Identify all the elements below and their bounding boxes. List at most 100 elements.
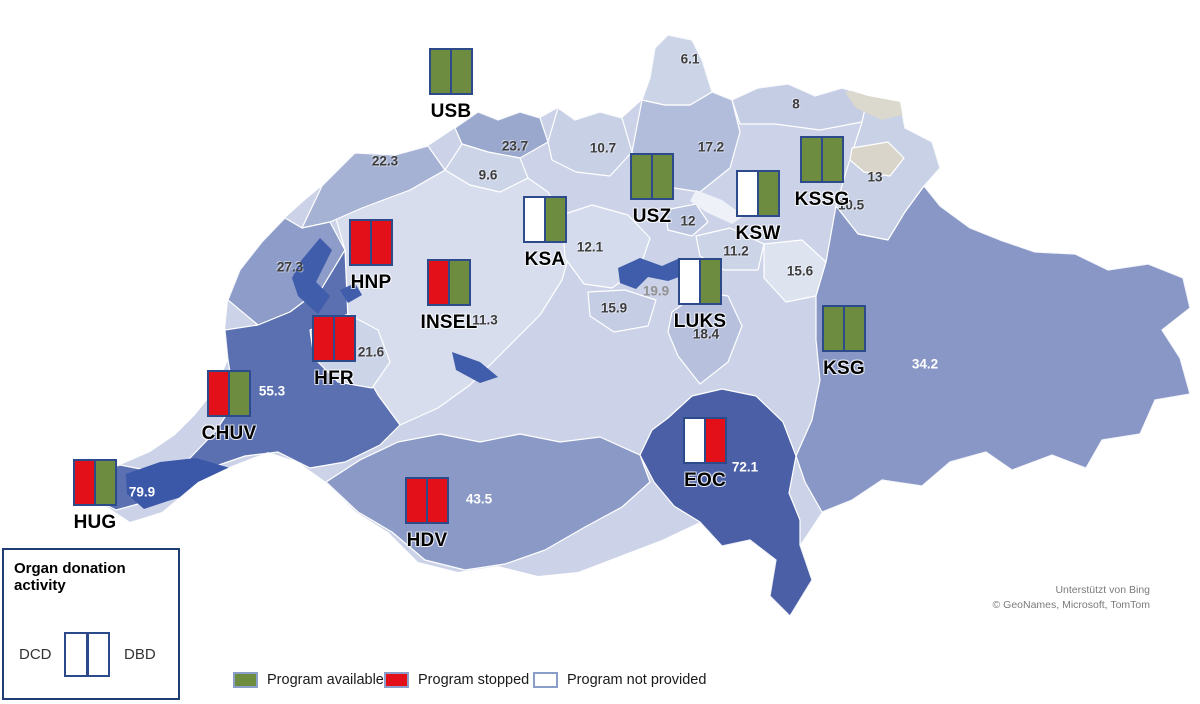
lake-thun (452, 352, 498, 383)
region-value-15-6: 15.6 (786, 263, 814, 279)
dcd-stopped-half (75, 461, 94, 504)
hospital-marker-usb[interactable] (429, 48, 473, 95)
hospital-marker-hdv[interactable] (405, 477, 449, 524)
dcd-label: DCD (19, 646, 52, 663)
region-value-22-3: 22.3 (371, 153, 399, 169)
region-value-11-2: 11.2 (723, 243, 749, 259)
hospital-label-hdv: HDV (406, 530, 448, 551)
dcd-not-provided-half (738, 172, 757, 215)
hospital-marker-hnp[interactable] (349, 219, 393, 266)
region-value-34-2: 34.2 (911, 356, 939, 372)
hospital-label-hug: HUG (73, 512, 117, 533)
hospital-marker-hfr[interactable] (312, 315, 356, 362)
region-value-55-3: 55.3 (258, 383, 286, 399)
dbd-stopped-half (335, 317, 354, 360)
dcd-stopped-half (314, 317, 333, 360)
map-region-graubunden (795, 185, 1190, 513)
hospital-marker-ksg[interactable] (822, 305, 866, 352)
dbd-stopped-half (706, 419, 725, 462)
dbd-available-half (653, 155, 672, 198)
dbd-stopped-half (428, 479, 447, 522)
hospital-label-hnp: HNP (350, 272, 392, 293)
map-region-zug (664, 203, 709, 237)
hospital-marker-ksw[interactable] (736, 170, 780, 217)
region-value-18-4: 18.4 (692, 326, 720, 342)
hospital-label-ksa: KSA (524, 249, 566, 270)
region-value-79-9: 79.9 (128, 484, 156, 500)
map-region-jura (301, 145, 446, 229)
hospital-label-eoc: EOC (684, 470, 726, 491)
dbd-available-half (845, 307, 864, 350)
map-attribution: Unterstützt von Bing © GeoNames, Microso… (993, 583, 1151, 613)
dbd-available-half (230, 372, 249, 415)
region-value-17-2: 17.2 (697, 139, 725, 155)
attribution-line2: © GeoNames, Microsoft, TomTom (992, 599, 1151, 611)
hospital-label-usb: USB (430, 101, 472, 122)
region-value-21-6: 21.6 (357, 344, 385, 360)
lake-morat (340, 283, 362, 303)
region-value-12: 12 (680, 213, 696, 229)
map-region-valais (325, 433, 651, 571)
hospital-marker-insel[interactable] (427, 259, 471, 306)
map-region-aargau (547, 107, 633, 177)
region-value-27-3: 27.3 (276, 259, 304, 275)
hospital-label-chuv: CHUV (201, 423, 257, 444)
region-value-23-7: 23.7 (501, 138, 529, 154)
dbd-available-half (450, 261, 469, 304)
hospital-marker-kssg[interactable] (800, 136, 844, 183)
dbd-sample-half (88, 634, 108, 675)
region-value-72-1: 72.1 (731, 459, 759, 475)
region-value-8: 8 (792, 96, 800, 112)
dcd-available-half (802, 138, 821, 181)
hospital-label-kssg: KSSG (794, 189, 850, 210)
hospital-marker-eoc[interactable] (683, 417, 727, 464)
hospital-marker-usz[interactable] (630, 153, 674, 200)
dbd-available-half (96, 461, 115, 504)
dbd-available-half (546, 198, 565, 241)
dbd-stopped-half (372, 221, 391, 264)
dcd-sample-half (66, 634, 86, 675)
legend-title: Organ donation activity (14, 560, 126, 594)
lake-lucerne (618, 258, 690, 289)
region-value-13: 13 (867, 169, 883, 185)
map-region-solothurn (444, 143, 529, 193)
dbd-label: DBD (124, 646, 156, 663)
lake-neuchatel (292, 238, 332, 314)
dbd-available-half (701, 260, 720, 303)
region-value-43-5: 43.5 (465, 491, 493, 507)
hospital-label-ksw: KSW (735, 223, 781, 244)
hospital-marker-chuv[interactable] (207, 370, 251, 417)
dcd-dbd-sample-box (64, 632, 110, 677)
hospital-label-hfr: HFR (314, 368, 354, 389)
region-value-9-6: 9.6 (478, 167, 498, 183)
region-value-10-7: 10.7 (589, 140, 617, 156)
region-value-11-3: 11.3 (472, 312, 498, 328)
map-region-appenzell (849, 141, 905, 177)
dcd-stopped-half (407, 479, 426, 522)
dcd-stopped-half (429, 261, 448, 304)
dcd-available-half (824, 307, 843, 350)
dcd-not-provided-half (680, 260, 699, 303)
dcd-available-half (431, 50, 450, 93)
hospital-marker-hug[interactable] (73, 459, 117, 506)
region-value-10-5: 10.5 (837, 197, 865, 213)
hospital-label-insel: INSEL (420, 312, 478, 333)
region-value-12-1: 12.1 (576, 239, 604, 255)
dcd-not-provided-half (685, 419, 704, 462)
hospital-label-ksg: KSG (823, 358, 865, 379)
dcd-stopped-half (351, 221, 370, 264)
region-value-15-9: 15.9 (600, 300, 628, 316)
dbd-available-half (759, 172, 778, 215)
lake-zurich (690, 190, 744, 224)
hospital-label-luks: LUKS (673, 311, 727, 332)
attribution-line1: Unterstützt von Bing (1055, 584, 1150, 596)
dcd-available-half (632, 155, 651, 198)
hospital-label-usz: USZ (632, 206, 672, 227)
map-region-schaffhausen (641, 35, 713, 106)
hospital-marker-luks[interactable] (678, 258, 722, 305)
map-region-obwalden (587, 289, 657, 333)
dbd-available-half (452, 50, 471, 93)
hospital-marker-ksa[interactable] (523, 196, 567, 243)
